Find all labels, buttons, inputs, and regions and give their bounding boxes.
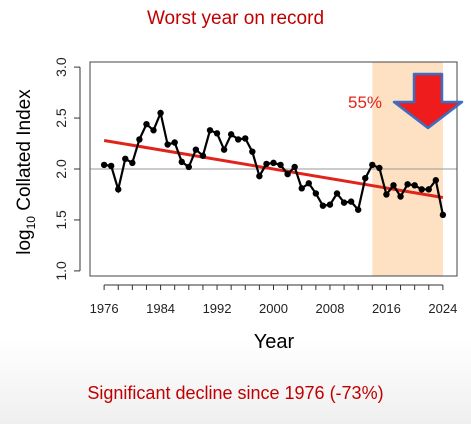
data-point <box>192 146 200 153</box>
data-point <box>397 193 404 200</box>
trend-line-group <box>103 138 444 200</box>
series-group <box>100 109 447 219</box>
data-point <box>129 159 136 167</box>
data-point <box>376 164 383 172</box>
caption: Significant decline since 1976 (-73%) <box>87 383 384 403</box>
data-point <box>270 159 277 167</box>
data-point <box>136 136 143 143</box>
data-point <box>122 155 129 163</box>
x-tick-label: 1992 <box>203 301 232 316</box>
data-point <box>100 161 108 169</box>
data-point <box>418 186 425 193</box>
percent-annotation: 55% <box>348 93 382 112</box>
data-point <box>291 163 298 171</box>
y-axis-label: log10 Collated Index <box>14 89 38 255</box>
data-point <box>284 170 291 178</box>
x-tick-label: 2000 <box>259 301 288 316</box>
data-point <box>369 161 376 169</box>
data-point <box>326 201 334 208</box>
data-point <box>362 174 369 182</box>
trend-line <box>103 138 444 200</box>
y-axis-label-group: log10 Collated Index <box>14 89 38 255</box>
data-point <box>425 186 432 193</box>
y-tick-label: 1.5 <box>53 210 69 230</box>
data-point <box>164 141 171 148</box>
data-point <box>213 130 221 137</box>
data-point <box>432 177 440 184</box>
y-axis-label-subscript: 10 <box>24 216 38 230</box>
data-point <box>143 120 150 128</box>
data-point <box>263 160 270 168</box>
y-axis-label-rest: Collated Index <box>14 89 35 216</box>
y-tick-label: 2.0 <box>53 159 69 179</box>
data-point <box>115 186 122 193</box>
data-point <box>298 185 305 192</box>
data-point <box>220 146 228 153</box>
data-point <box>354 206 362 213</box>
data-point <box>107 162 115 170</box>
axes-group: 1.0 1.5 2.0 2.5 3.0 1976 1984 1992 2000 2008 2016 2… <box>53 57 458 316</box>
data-point <box>340 199 348 206</box>
data-point <box>277 161 284 169</box>
x-tick-label: 1976 <box>90 301 119 316</box>
data-point <box>185 163 193 171</box>
data-point <box>227 131 235 138</box>
down-arrow-group <box>392 72 464 130</box>
data-point <box>150 127 157 134</box>
data-point <box>157 109 164 117</box>
y-tick-label: 3.0 <box>53 57 69 77</box>
data-point <box>312 190 320 197</box>
data-point <box>256 172 263 180</box>
x-axis-label: Year <box>254 331 295 353</box>
y-axis-label-log: log <box>14 229 35 254</box>
data-point <box>404 181 411 188</box>
data-point <box>242 135 249 142</box>
plot-frame <box>89 61 458 277</box>
data-point <box>319 202 327 209</box>
data-point <box>249 148 256 155</box>
data-point <box>199 152 207 159</box>
slide-title: Worst year on record <box>146 8 325 29</box>
x-tick-label: 2016 <box>372 301 401 316</box>
x-tick-label: 1984 <box>146 301 175 316</box>
data-point <box>411 182 418 189</box>
down-arrow-icon <box>392 72 464 130</box>
data-point <box>383 191 390 198</box>
data-point <box>333 190 341 197</box>
x-tick-label: 2024 <box>428 301 457 316</box>
data-point <box>235 136 242 143</box>
y-tick-label: 2.5 <box>53 108 69 128</box>
data-point <box>305 180 312 187</box>
data-point <box>206 127 214 134</box>
data-point <box>390 182 397 189</box>
y-tick-label: 1.0 <box>53 261 69 281</box>
data-point <box>171 139 178 146</box>
data-point <box>439 211 447 219</box>
x-tick-label: 2008 <box>316 301 345 316</box>
data-point <box>178 158 185 166</box>
data-point <box>347 198 355 205</box>
